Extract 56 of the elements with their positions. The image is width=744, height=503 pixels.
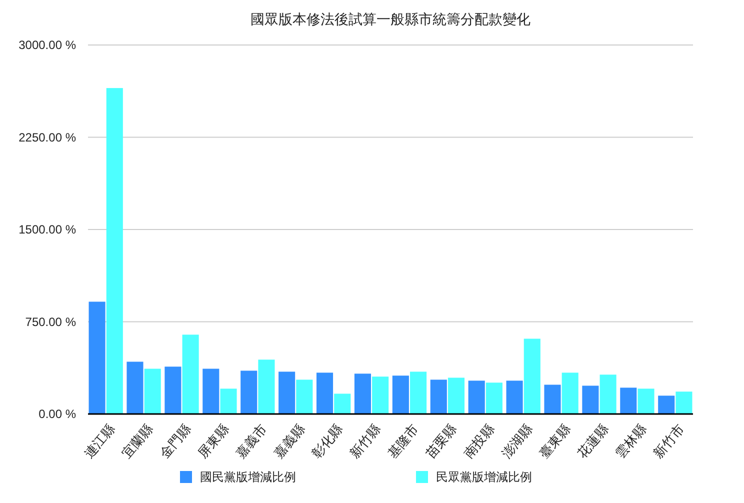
x-tick-label: 花蓮縣 [574,421,612,461]
bar [562,372,578,414]
x-tick-label: 澎湖縣 [498,421,536,461]
bar [410,372,427,414]
x-tick-label: 臺東縣 [536,421,574,461]
x-tick-label: 嘉義市 [232,421,270,461]
bar [638,388,654,414]
y-tick-label: 3000.00 % [18,38,76,52]
bar [182,334,199,414]
x-tick-label: 宜蘭縣 [119,421,156,461]
x-tick-label: 彰化縣 [308,421,346,461]
bar [354,374,371,414]
bar [620,388,637,414]
x-tick-label: 新竹市 [650,421,687,461]
bar [524,338,540,414]
x-tick-label: 基隆市 [384,421,422,461]
bar [448,378,465,414]
y-tick-label: 0.00 % [38,407,76,422]
x-tick-label: 連江縣 [81,421,118,461]
bar [544,384,561,414]
bar [658,396,675,414]
bar [334,394,351,414]
bar [202,368,220,414]
bar [144,368,161,414]
bar [126,362,144,414]
bar [430,380,447,414]
bar [296,380,313,414]
legend-label: 民眾黨版增減比例 [436,470,532,484]
bar [676,392,692,414]
bar [600,374,616,414]
x-tick-label: 苗栗縣 [422,421,460,461]
bar [164,366,182,414]
bar [258,360,275,414]
bar [278,372,296,414]
x-tick-label: 屏東縣 [194,421,232,461]
bar [240,370,258,414]
x-tick-label: 南投縣 [460,421,498,461]
y-tick-label: 750.00 % [25,314,76,329]
x-tick-label: 嘉義縣 [270,421,308,461]
x-tick-label: 新竹縣 [346,421,384,461]
bar [468,380,485,414]
bar [88,302,106,414]
x-tick-label: 雲林縣 [612,421,649,461]
chart-title: 國眾版本修法後試算一般縣市統籌分配款變化 [250,11,530,27]
bar [316,372,334,414]
bar [372,376,389,414]
y-tick-label: 1500.00 % [18,222,76,237]
legend-label: 國民黨版增減比例 [200,470,296,484]
bar [486,382,502,414]
bar [106,88,123,414]
bar [392,376,409,414]
x-tick-label: 金門縣 [156,421,194,461]
bar [582,386,599,414]
bar [506,380,523,414]
y-tick-label: 2250.00 % [18,130,76,144]
bar [220,388,237,414]
